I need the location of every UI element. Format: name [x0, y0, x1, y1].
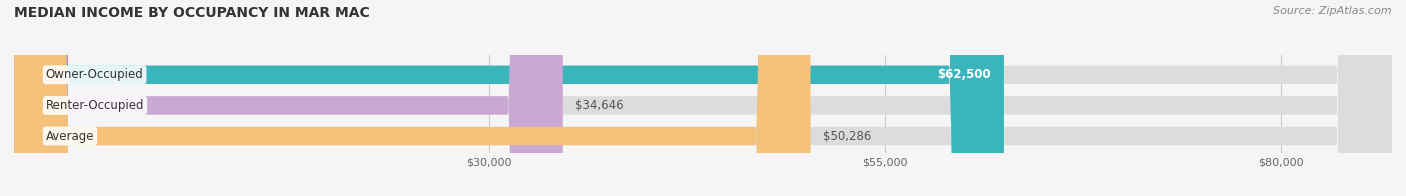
Text: $50,286: $50,286 [823, 130, 872, 142]
FancyBboxPatch shape [14, 0, 810, 196]
FancyBboxPatch shape [14, 0, 1392, 196]
Text: Source: ZipAtlas.com: Source: ZipAtlas.com [1274, 6, 1392, 16]
Text: $34,646: $34,646 [575, 99, 624, 112]
FancyBboxPatch shape [14, 0, 1004, 196]
FancyBboxPatch shape [14, 0, 562, 196]
Text: Average: Average [46, 130, 94, 142]
Text: $62,500: $62,500 [938, 68, 991, 81]
FancyBboxPatch shape [14, 0, 1392, 196]
Text: Renter-Occupied: Renter-Occupied [46, 99, 145, 112]
FancyBboxPatch shape [14, 0, 1392, 196]
Text: Owner-Occupied: Owner-Occupied [46, 68, 143, 81]
Text: MEDIAN INCOME BY OCCUPANCY IN MAR MAC: MEDIAN INCOME BY OCCUPANCY IN MAR MAC [14, 6, 370, 20]
